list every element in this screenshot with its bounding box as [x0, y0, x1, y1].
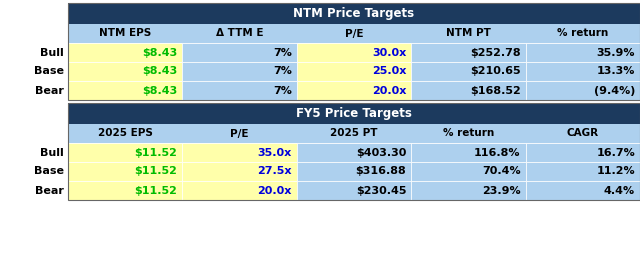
Text: 2025 EPS: 2025 EPS — [98, 128, 152, 139]
Bar — [0, 143, 68, 162]
Text: CAGR: CAGR — [567, 128, 599, 139]
Bar — [525, 143, 640, 162]
Bar — [297, 181, 412, 200]
Bar — [68, 81, 182, 100]
Bar — [68, 162, 182, 181]
Text: $8.43: $8.43 — [142, 47, 177, 57]
Text: 25.0x: 25.0x — [372, 67, 406, 76]
Bar — [0, 43, 68, 62]
Text: 13.3%: 13.3% — [596, 67, 635, 76]
Text: 4.4%: 4.4% — [604, 185, 635, 196]
Bar — [525, 81, 640, 100]
Bar — [68, 3, 640, 24]
Bar — [68, 143, 182, 162]
Bar — [412, 162, 525, 181]
Text: Bull: Bull — [40, 147, 64, 157]
Bar — [68, 103, 640, 124]
Text: Bull: Bull — [40, 47, 64, 57]
Bar — [182, 143, 297, 162]
Bar — [68, 103, 640, 200]
Text: P/E: P/E — [345, 28, 364, 39]
Text: 30.0x: 30.0x — [372, 47, 406, 57]
Text: (9.4%): (9.4%) — [594, 85, 635, 96]
Text: 20.0x: 20.0x — [257, 185, 292, 196]
Text: $11.52: $11.52 — [134, 185, 177, 196]
Text: 35.0x: 35.0x — [257, 147, 292, 157]
Bar — [412, 43, 525, 62]
Bar — [0, 62, 68, 81]
Text: 27.5x: 27.5x — [257, 167, 292, 176]
Bar — [0, 162, 68, 181]
Text: $11.52: $11.52 — [134, 147, 177, 157]
Text: 7%: 7% — [273, 47, 292, 57]
Bar — [525, 43, 640, 62]
Text: 35.9%: 35.9% — [596, 47, 635, 57]
Bar — [182, 162, 297, 181]
Text: 70.4%: 70.4% — [482, 167, 520, 176]
Bar — [297, 81, 412, 100]
Text: $8.43: $8.43 — [142, 67, 177, 76]
Text: 116.8%: 116.8% — [474, 147, 520, 157]
Bar — [412, 143, 525, 162]
Text: Bear: Bear — [35, 85, 64, 96]
Bar — [297, 62, 412, 81]
Bar — [0, 81, 68, 100]
Text: % return: % return — [557, 28, 609, 39]
Bar — [182, 62, 297, 81]
Bar — [68, 181, 182, 200]
Text: $11.52: $11.52 — [134, 167, 177, 176]
Text: 16.7%: 16.7% — [596, 147, 635, 157]
Bar — [182, 181, 297, 200]
Text: $168.52: $168.52 — [470, 85, 520, 96]
Bar — [297, 162, 412, 181]
Text: $403.30: $403.30 — [356, 147, 406, 157]
Bar — [68, 43, 182, 62]
Text: 7%: 7% — [273, 67, 292, 76]
Text: NTM EPS: NTM EPS — [99, 28, 151, 39]
Bar — [68, 62, 182, 81]
Bar — [0, 181, 68, 200]
Bar — [182, 81, 297, 100]
Bar — [412, 181, 525, 200]
Bar — [525, 181, 640, 200]
Text: $210.65: $210.65 — [470, 67, 520, 76]
Text: $8.43: $8.43 — [142, 85, 177, 96]
Bar — [68, 24, 640, 43]
Text: 2025 PT: 2025 PT — [330, 128, 378, 139]
Text: Base: Base — [34, 67, 64, 76]
Text: $252.78: $252.78 — [470, 47, 520, 57]
Bar — [297, 143, 412, 162]
Text: 20.0x: 20.0x — [372, 85, 406, 96]
Bar — [297, 43, 412, 62]
Text: NTM Price Targets: NTM Price Targets — [293, 7, 415, 20]
Bar — [68, 3, 640, 100]
Bar — [525, 62, 640, 81]
Text: 7%: 7% — [273, 85, 292, 96]
Bar — [525, 162, 640, 181]
Bar — [412, 62, 525, 81]
Text: Bear: Bear — [35, 185, 64, 196]
Text: % return: % return — [443, 128, 494, 139]
Bar — [68, 24, 182, 43]
Text: 11.2%: 11.2% — [596, 167, 635, 176]
Text: NTM PT: NTM PT — [446, 28, 491, 39]
Bar — [297, 24, 412, 43]
Bar — [68, 124, 640, 143]
Text: $316.88: $316.88 — [355, 167, 406, 176]
Text: 23.9%: 23.9% — [482, 185, 520, 196]
Bar — [182, 43, 297, 62]
Text: FY5 Price Targets: FY5 Price Targets — [296, 107, 412, 120]
Text: Δ TTM E: Δ TTM E — [216, 28, 263, 39]
Text: $230.45: $230.45 — [356, 185, 406, 196]
Text: Base: Base — [34, 167, 64, 176]
Bar — [412, 81, 525, 100]
Text: P/E: P/E — [230, 128, 249, 139]
